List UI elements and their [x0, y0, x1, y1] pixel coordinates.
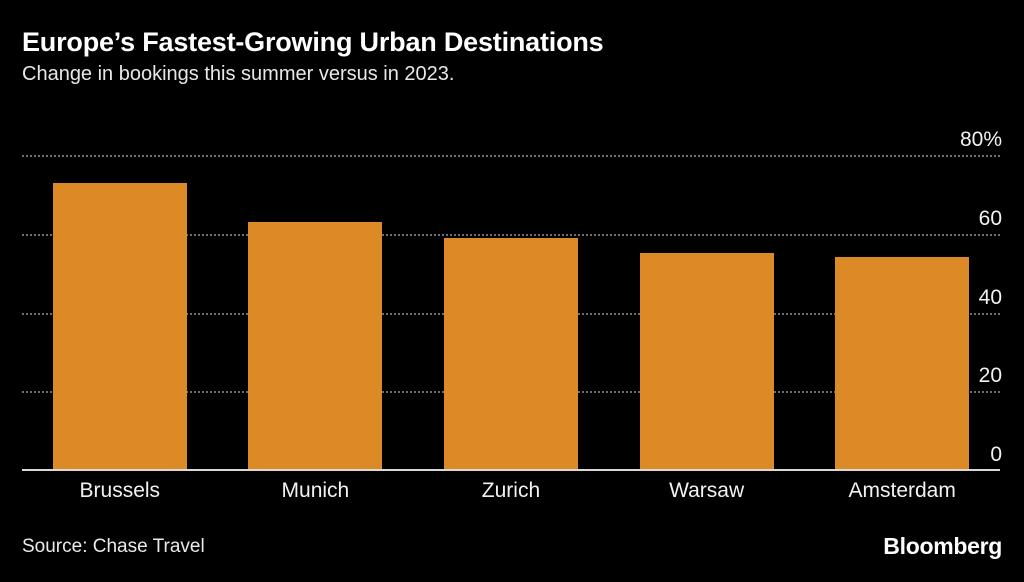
bar: [444, 237, 578, 470]
gridline: [22, 233, 1000, 236]
x-axis-category-label: Amsterdam: [848, 479, 956, 502]
gridline: [22, 155, 1000, 157]
x-axis-line: [22, 469, 1000, 471]
bar: [835, 257, 970, 470]
plot-inner: [22, 155, 1000, 470]
x-axis-category-label: Brussels: [79, 479, 161, 502]
gridline: [22, 391, 1000, 394]
bar: [52, 182, 187, 470]
chart-header: Europe’s Fastest-Growing Urban Destinati…: [22, 26, 982, 87]
x-axis-category-label: Warsaw: [669, 479, 745, 502]
y-axis-tick-label: 80%: [959, 128, 1002, 151]
bar: [639, 253, 774, 470]
gridline: [22, 312, 1000, 315]
chart-subtitle: Change in bookings this summer versus in…: [22, 63, 455, 85]
x-axis-category-label: Zurich: [481, 479, 541, 502]
page-title: Europe’s Fastest-Growing Urban Destinati…: [22, 27, 604, 57]
y-axis-tick-label: 0: [990, 443, 1002, 466]
x-axis-category-label: Munich: [281, 479, 350, 502]
source-note: Source: Chase Travel: [22, 536, 205, 557]
y-axis-tick-label: 60: [978, 206, 1002, 230]
bloomberg-logo: Bloomberg: [883, 533, 1002, 559]
y-axis-tick-label: 40: [978, 285, 1002, 309]
bar: [248, 221, 383, 470]
y-axis-tick-label: 20: [978, 364, 1002, 388]
